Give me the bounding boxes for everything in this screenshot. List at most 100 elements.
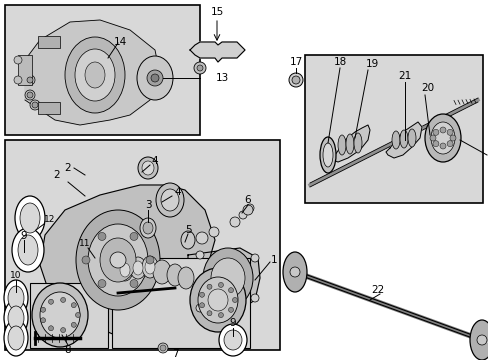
Circle shape (199, 303, 204, 308)
Bar (30, 283, 108, 348)
Circle shape (14, 56, 22, 64)
Ellipse shape (88, 224, 148, 296)
Bar (38, 102, 60, 114)
Circle shape (196, 232, 207, 244)
Circle shape (146, 256, 154, 264)
Circle shape (446, 141, 452, 147)
Circle shape (449, 135, 455, 141)
Ellipse shape (407, 129, 415, 147)
Text: 21: 21 (398, 71, 411, 81)
Bar (18, 55, 32, 85)
Circle shape (197, 65, 203, 71)
Text: 4: 4 (174, 187, 181, 197)
Polygon shape (187, 248, 260, 310)
Circle shape (229, 217, 240, 227)
Ellipse shape (391, 131, 399, 149)
Ellipse shape (145, 260, 155, 274)
Circle shape (250, 294, 259, 302)
Circle shape (110, 252, 126, 268)
Ellipse shape (20, 203, 40, 233)
Ellipse shape (319, 137, 335, 173)
Polygon shape (385, 122, 421, 158)
Ellipse shape (15, 196, 45, 240)
Text: 22: 22 (370, 285, 384, 295)
Bar (305, 55, 482, 203)
Text: 9: 9 (229, 318, 236, 328)
Ellipse shape (283, 252, 306, 292)
Text: 17: 17 (289, 57, 302, 67)
Bar (5, 5, 200, 135)
Text: 19: 19 (365, 59, 378, 69)
Circle shape (250, 254, 259, 262)
Ellipse shape (100, 238, 136, 282)
Ellipse shape (424, 114, 460, 162)
Circle shape (25, 90, 35, 100)
Ellipse shape (130, 257, 146, 279)
Ellipse shape (142, 256, 158, 278)
Circle shape (14, 76, 22, 84)
Circle shape (232, 297, 237, 302)
Ellipse shape (133, 261, 142, 275)
Text: 4: 4 (151, 156, 158, 166)
Circle shape (218, 312, 223, 318)
Ellipse shape (210, 258, 244, 298)
Ellipse shape (4, 280, 28, 316)
Ellipse shape (18, 235, 38, 265)
Circle shape (218, 283, 223, 287)
Circle shape (61, 297, 65, 302)
Ellipse shape (337, 135, 346, 155)
Circle shape (228, 288, 233, 293)
Circle shape (41, 307, 45, 312)
Circle shape (476, 335, 486, 345)
Text: 6: 6 (244, 195, 251, 205)
Bar (38, 36, 60, 48)
Circle shape (429, 135, 435, 141)
Ellipse shape (75, 49, 115, 101)
Text: 1: 1 (270, 255, 277, 265)
Circle shape (147, 70, 163, 86)
Circle shape (196, 251, 203, 259)
Text: 14: 14 (113, 37, 126, 47)
Ellipse shape (32, 283, 88, 347)
Circle shape (25, 75, 35, 85)
Ellipse shape (353, 133, 361, 153)
Ellipse shape (85, 62, 105, 88)
Circle shape (439, 127, 445, 133)
Ellipse shape (203, 248, 252, 308)
Circle shape (71, 322, 76, 327)
Circle shape (82, 256, 90, 264)
Circle shape (151, 74, 159, 82)
Ellipse shape (469, 320, 488, 360)
Text: 2: 2 (54, 170, 60, 180)
Ellipse shape (4, 320, 28, 356)
Circle shape (228, 307, 233, 312)
Text: 15: 15 (210, 7, 223, 17)
Text: 12: 12 (44, 216, 56, 225)
Text: 13: 13 (215, 73, 228, 83)
Circle shape (243, 205, 252, 215)
Ellipse shape (8, 326, 24, 350)
Ellipse shape (12, 228, 44, 272)
Circle shape (289, 267, 299, 277)
Circle shape (32, 102, 38, 108)
Circle shape (239, 211, 246, 219)
Text: 11: 11 (79, 239, 91, 248)
Polygon shape (40, 185, 215, 335)
Text: 7: 7 (171, 349, 178, 359)
Text: 5: 5 (184, 225, 191, 235)
Circle shape (27, 77, 33, 83)
Circle shape (98, 280, 106, 288)
Circle shape (446, 129, 452, 135)
Polygon shape (190, 42, 244, 62)
Ellipse shape (181, 231, 195, 249)
Ellipse shape (178, 267, 194, 289)
Ellipse shape (190, 268, 245, 332)
Circle shape (245, 204, 253, 212)
Circle shape (130, 280, 138, 288)
Ellipse shape (224, 330, 242, 350)
Circle shape (208, 227, 219, 237)
Polygon shape (332, 125, 369, 162)
Ellipse shape (140, 218, 156, 238)
Circle shape (439, 143, 445, 149)
Ellipse shape (161, 189, 179, 211)
